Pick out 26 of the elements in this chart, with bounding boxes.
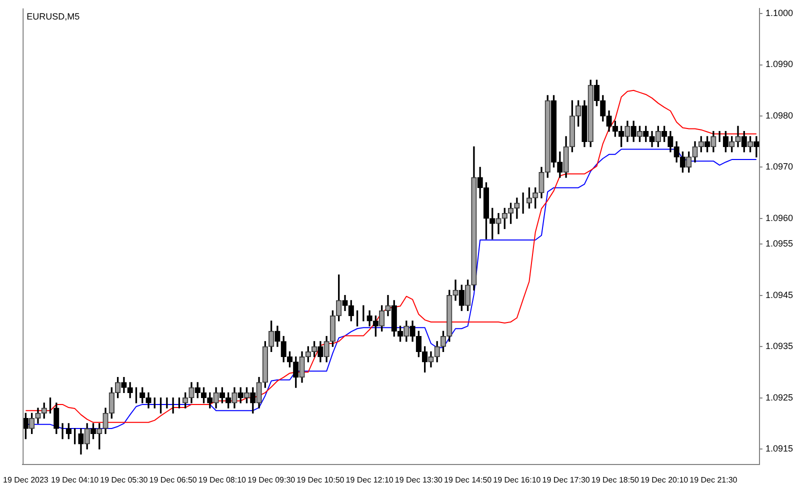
y-tick-label: 1.0935 <box>765 341 794 352</box>
x-tick-label: 19 Dec 06:50 <box>149 475 198 484</box>
y-tick-label: 1.0945 <box>765 290 794 300</box>
x-tick-label: 19 Dec 20:10 <box>640 475 689 484</box>
y-tick-label: 1.0925 <box>765 392 794 402</box>
y-tick-label: 1.1000 <box>765 8 794 18</box>
x-tick-label: 19 Dec 12:10 <box>346 475 394 484</box>
x-tick-label: 19 Dec 05:30 <box>100 475 148 484</box>
x-tick-label: 19 Dec 04:10 <box>51 475 100 484</box>
y-tick-label: 1.0915 <box>765 444 794 454</box>
y-tick-label: 1.0970 <box>765 162 794 172</box>
y-tick-label: 1.0960 <box>765 212 794 223</box>
y-tick-label: 1.0980 <box>765 110 794 120</box>
x-tick-label: 19 Dec 16:10 <box>493 475 542 484</box>
x-tick-label: 19 Dec 14:50 <box>444 475 492 484</box>
chart-title: EURUSD,M5 <box>26 11 80 22</box>
x-tick-label: 19 Dec 21:30 <box>690 475 738 484</box>
x-tick-label: 19 Dec 10:50 <box>296 475 345 484</box>
x-tick-label: 19 Dec 08:10 <box>198 475 247 484</box>
x-tick-label: 19 Dec 13:30 <box>394 475 444 484</box>
x-tick-label: 19 Dec 17:30 <box>542 475 590 484</box>
y-tick-label: 1.0955 <box>765 238 794 249</box>
y-tick-label: 1.0990 <box>765 59 794 70</box>
x-tick-label: 19 Dec 2023 <box>3 475 49 484</box>
x-tick-label: 19 Dec 09:30 <box>248 475 296 484</box>
x-tick-label: 19 Dec 18:50 <box>591 475 640 484</box>
